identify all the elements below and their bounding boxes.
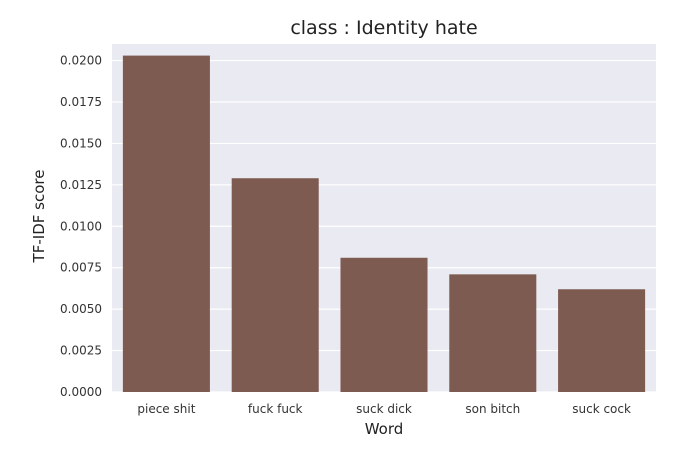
y-tick-label: 0.0000 [60,385,102,399]
x-tick-labels: piece shit fuck fuck suck dick son bitch suc… [137,402,631,416]
bar [340,257,428,392]
y-axis-label: TF-IDF score [30,170,48,264]
y-tick-label: 0.0125 [60,178,102,192]
x-tick-label: son bitch [465,402,520,416]
y-tick-label: 0.0075 [60,261,102,275]
x-tick-label: fuck fuck [248,402,303,416]
x-tick-label: suck dick [356,402,412,416]
bar [558,289,646,392]
y-tick-labels: 0.0000 0.0025 0.0050 0.0075 0.0100 0.0125 0.01… [60,54,102,399]
y-tick-label: 0.0025 [60,344,102,358]
y-tick-label: 0.0175 [60,95,102,109]
y-tick-label: 0.0050 [60,302,102,316]
y-tick-label: 0.0200 [60,54,102,68]
bar [122,55,210,392]
bars [122,55,646,392]
x-axis-label: Word [365,420,404,438]
y-tick-label: 0.0150 [60,136,102,150]
bar [449,274,537,392]
y-tick-label: 0.0100 [60,219,102,233]
x-tick-label: piece shit [137,402,195,416]
bar [231,178,319,392]
x-tick-label: suck cock [572,402,631,416]
chart-title: class : Identity hate [290,17,477,39]
